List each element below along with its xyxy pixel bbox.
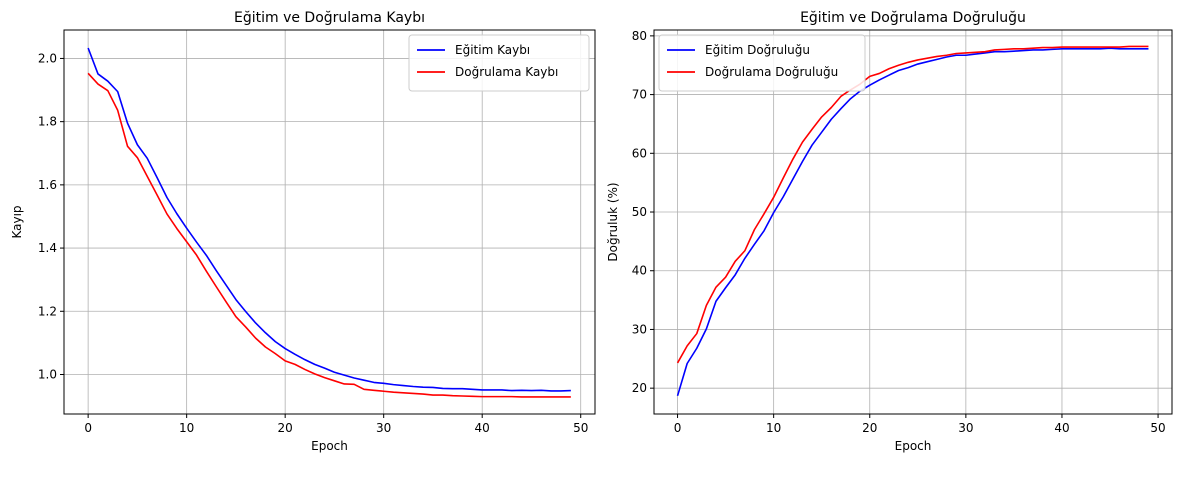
y-tick-label: 60 bbox=[632, 146, 647, 160]
y-tick-label: 1.2 bbox=[38, 304, 57, 318]
x-tick-label: 50 bbox=[1150, 421, 1165, 435]
x-tick-label: 30 bbox=[958, 421, 973, 435]
y-tick-label: 40 bbox=[632, 264, 647, 278]
chart-title: Eğitim ve Doğrulama Doğruluğu bbox=[800, 10, 1026, 26]
y-tick-label: 1.8 bbox=[38, 115, 57, 129]
legend: Eğitim Kaybı Doğrulama Kaybı bbox=[408, 34, 590, 92]
chart-2: 0 10 20 30 40 50 20 30 40 50 60 70 80 Eğitim ve Doğru… bbox=[606, 10, 1173, 453]
legend-box bbox=[658, 34, 866, 92]
series-line-2 bbox=[87, 72, 571, 398]
series-line-1 bbox=[87, 47, 571, 392]
y-tick-label: 80 bbox=[632, 29, 647, 43]
y-tick-label: 30 bbox=[632, 322, 647, 336]
x-tick-label: 10 bbox=[766, 421, 781, 435]
x-tick-label: 20 bbox=[278, 421, 293, 435]
x-tick-label: 50 bbox=[573, 421, 588, 435]
y-tick-label: 1.4 bbox=[38, 241, 57, 255]
y-tick-label: 1.0 bbox=[38, 367, 57, 381]
chart-1: 0 10 20 30 40 50 1.0 1.2 1.4 1.6 1.8 2.0 Eğitim ve D… bbox=[10, 10, 596, 453]
legend-label: Doğrulama Kaybı bbox=[455, 65, 558, 79]
x-tick-label: 20 bbox=[862, 421, 877, 435]
y-tick-label: 20 bbox=[632, 381, 647, 395]
x-tick-label: 0 bbox=[674, 421, 682, 435]
legend-label: Eğitim Kaybı bbox=[455, 43, 530, 57]
legend-label: Doğrulama Doğruluğu bbox=[705, 65, 838, 79]
x-tick-label: 10 bbox=[179, 421, 194, 435]
y-tick-label: 1.6 bbox=[38, 178, 57, 192]
series-line-1 bbox=[676, 47, 1149, 397]
y-tick-label: 50 bbox=[632, 205, 647, 219]
y-tick-label: 70 bbox=[632, 88, 647, 102]
x-axis-label: Epoch bbox=[311, 439, 348, 453]
legend-label: Eğitim Doğruluğu bbox=[705, 43, 810, 57]
y-axis-label: Doğruluk (%) bbox=[606, 182, 620, 261]
plot-frame bbox=[653, 29, 1173, 415]
x-tick-label: 30 bbox=[376, 421, 391, 435]
x-tick-label: 40 bbox=[1054, 421, 1069, 435]
x-tick-label: 40 bbox=[475, 421, 490, 435]
legend: Eğitim Doğruluğu Doğrulama Doğruluğu bbox=[658, 34, 866, 92]
plot-frame bbox=[63, 29, 596, 415]
x-tick-label: 0 bbox=[84, 421, 92, 435]
x-axis-label: Epoch bbox=[895, 439, 932, 453]
y-tick-label: 2.0 bbox=[38, 51, 57, 65]
chart-title: Eğitim ve Doğrulama Kaybı bbox=[234, 10, 425, 26]
y-axis-label: Kayıp bbox=[10, 205, 24, 238]
legend-box bbox=[408, 34, 590, 92]
series-line-2 bbox=[676, 45, 1149, 364]
